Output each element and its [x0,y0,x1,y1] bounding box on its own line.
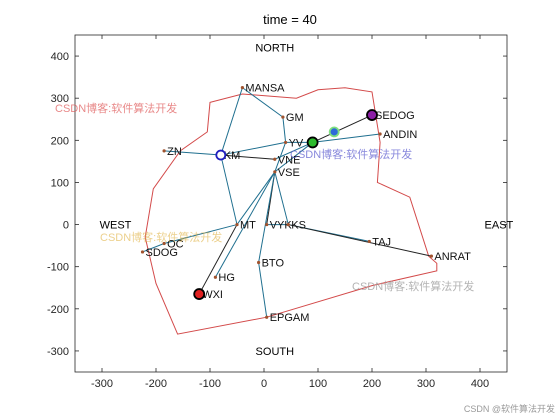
waypoint-label: VYK [270,220,293,232]
waypoint-label: GM [286,112,304,124]
route-line [220,141,286,156]
route-line [242,87,284,118]
route-line [142,243,165,253]
waypoint-marker [273,170,277,174]
route-line [258,262,268,318]
waypoint-marker [265,315,269,319]
waypoint-label: ZN [167,146,182,158]
compass-label: EAST [485,220,514,232]
x-tick-label: -300 [91,378,113,390]
waypoint-label: KS [291,220,306,232]
watermark: CSDN博客:软件算法开发 [100,230,222,244]
route-line [163,224,238,245]
route-line [220,154,275,160]
aircraft-marker [193,288,206,300]
waypoint-marker [367,239,371,244]
x-tick-label: -200 [145,378,167,390]
route-line [220,154,238,225]
x-tick-label: 0 [261,378,267,390]
y-tick-label: -300 [47,346,69,358]
route-line [312,133,381,143]
waypoint-label: TAJ [372,236,391,248]
waypoint-label: VSE [278,167,300,179]
compass-label: SOUTH [256,346,295,358]
waypoint-marker [240,86,244,90]
waypoint-label: BTO [262,257,285,269]
waypoint-marker [378,132,382,136]
route-line [164,150,221,156]
route-line [274,141,313,160]
waypoint-label: MT [240,220,256,232]
waypoint-marker [273,157,277,161]
x-tick-label: 100 [309,378,327,390]
x-tick-label: 400 [471,378,489,390]
waypoint-label: MANSA [245,83,285,95]
waypoint-label: KM [224,150,241,162]
waypoint-marker [162,241,166,246]
chart-title: time = 40 [263,12,317,27]
y-tick-label: 100 [51,177,69,189]
aircraft-marker [215,149,227,161]
waypoint-marker [286,222,290,227]
watermark: CSDN博客:软件算法开发 [290,147,412,161]
route-line [312,114,373,143]
axis-ticks: -300 -200 -100 0 100 200 300 400 -300 -200 -100 0 10… [47,35,507,390]
route-line [214,171,276,278]
compass-label: NORTH [255,43,294,55]
y-tick-label: -100 [47,262,69,274]
waypoint-marker [281,115,285,119]
waypoint-marker [162,149,166,153]
watermark: CSDN博客:软件算法开发 [352,279,474,293]
y-tick-label: 300 [51,93,69,105]
waypoint-label: WXI [202,289,223,301]
footer-credit: CSDN @软件算法开发 [464,403,555,414]
route-line [288,224,432,257]
waypoint-marker [265,222,269,227]
aircraft-marker [306,136,319,149]
waypoint-label: SDOG [146,247,178,259]
y-tick-label: 200 [51,135,69,147]
waypoint-label: VNE [278,154,301,166]
route-line [282,117,287,143]
sector-boundary [144,87,438,335]
watermark: CSDN博客:软件算法开发 [55,101,177,115]
route-line [198,224,238,295]
route-line [274,142,313,173]
waypoint-marker [284,140,288,145]
waypoint-label: ANDIN [383,129,417,141]
waypoint-label: EPGAM [270,312,310,324]
waypoint-marker [213,275,217,279]
waypoint-label: SEDOG [375,110,415,122]
route-line [258,171,276,263]
x-tick-label: 300 [417,378,435,390]
waypoint-marker [235,222,239,227]
waypoint-label: YV [289,137,304,149]
y-tick-label: 400 [51,51,69,63]
y-tick-label: 0 [63,220,69,232]
route-line [220,87,243,156]
compass-label: WEST [100,220,132,232]
direction-labels: NORTH SOUTH WEST EAST [100,43,514,358]
aircraft-marker [366,109,378,121]
waypoint-label: ANRAT [434,251,471,263]
route-line [236,171,276,225]
route-line [274,171,289,225]
x-tick-label: 200 [363,378,381,390]
waypoint-label: HG [218,272,235,284]
aircraft-marker [328,126,340,138]
axes-box [74,34,508,373]
route-line [274,142,287,173]
x-tick-label: -100 [199,378,221,390]
waypoint-label: OC [167,239,184,251]
y-tick-label: -200 [47,304,69,316]
waypoint-marker [257,260,261,265]
waypoint-marker [429,254,433,258]
waypoint-marker [140,250,145,254]
